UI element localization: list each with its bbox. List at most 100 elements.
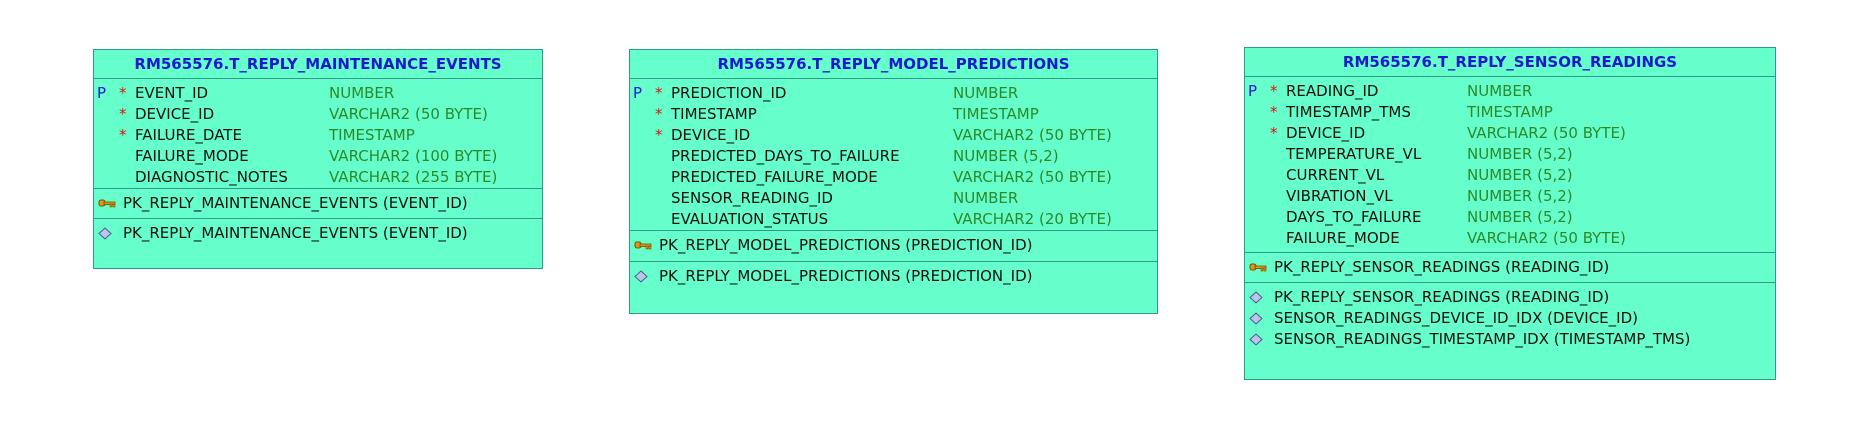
index-text: SENSOR_READINGS_TIMESTAMP_IDX (TIMESTAMP… bbox=[1274, 330, 1691, 348]
mandatory-flag: * bbox=[119, 84, 127, 102]
column-row[interactable]: * FAILURE_DATE TIMESTAMP bbox=[94, 125, 542, 146]
primary-key-flag: P bbox=[97, 84, 107, 102]
column-type: VARCHAR2 (50 BYTE) bbox=[953, 126, 1112, 144]
index-diamond-icon bbox=[1249, 312, 1263, 325]
column-name: DAYS_TO_FAILURE bbox=[1286, 208, 1422, 226]
column-row[interactable]: P * EVENT_ID NUMBER bbox=[94, 83, 542, 104]
column-row[interactable]: * DEVICE_ID VARCHAR2 (50 BYTE) bbox=[94, 104, 542, 125]
primary-key-text: PK_REPLY_MODEL_PREDICTIONS (PREDICTION_I… bbox=[659, 236, 1033, 254]
column-row[interactable]: PREDICTED_DAYS_TO_FAILURE NUMBER (5,2) bbox=[630, 146, 1157, 167]
mandatory-flag: * bbox=[119, 105, 127, 123]
index-row[interactable]: SENSOR_READINGS_TIMESTAMP_IDX (TIMESTAMP… bbox=[1245, 329, 1775, 350]
index-diamond-icon bbox=[98, 227, 112, 240]
mandatory-flag: * bbox=[1270, 82, 1278, 100]
column-name: PREDICTED_FAILURE_MODE bbox=[671, 168, 878, 186]
index-text: PK_REPLY_MODEL_PREDICTIONS (PREDICTION_I… bbox=[659, 267, 1033, 285]
column-type: VARCHAR2 (50 BYTE) bbox=[1467, 229, 1626, 247]
mandatory-flag: * bbox=[1270, 103, 1278, 121]
column-name: CURRENT_VL bbox=[1286, 166, 1385, 184]
column-name: READING_ID bbox=[1286, 82, 1379, 100]
index-row[interactable]: PK_REPLY_SENSOR_READINGS (READING_ID) bbox=[1245, 287, 1775, 308]
primary-key-flag: P bbox=[633, 84, 643, 102]
column-type: NUMBER (5,2) bbox=[1467, 187, 1573, 205]
column-name: SENSOR_READING_ID bbox=[671, 189, 833, 207]
indexes-section: PK_REPLY_MODEL_PREDICTIONS (PREDICTION_I… bbox=[630, 262, 1157, 287]
index-row[interactable]: PK_REPLY_MAINTENANCE_EVENTS (EVENT_ID) bbox=[94, 223, 542, 244]
column-type: TIMESTAMP bbox=[329, 126, 415, 144]
column-type: VARCHAR2 (50 BYTE) bbox=[953, 168, 1112, 186]
column-row[interactable]: * TIMESTAMP TIMESTAMP bbox=[630, 104, 1157, 125]
column-row[interactable]: * DEVICE_ID VARCHAR2 (50 BYTE) bbox=[1245, 123, 1775, 144]
index-diamond-icon bbox=[634, 270, 648, 283]
column-row[interactable]: TEMPERATURE_VL NUMBER (5,2) bbox=[1245, 144, 1775, 165]
key-icon bbox=[1249, 263, 1267, 272]
primary-key-flag: P bbox=[1248, 82, 1258, 100]
keys-section: PK_REPLY_SENSOR_READINGS (READING_ID) bbox=[1245, 253, 1775, 283]
columns-section: P * READING_ID NUMBER * TIMESTAMP_TMS TI… bbox=[1245, 77, 1775, 253]
column-name: DEVICE_ID bbox=[1286, 124, 1366, 142]
column-row[interactable]: PREDICTED_FAILURE_MODE VARCHAR2 (50 BYTE… bbox=[630, 167, 1157, 188]
index-row[interactable]: PK_REPLY_MODEL_PREDICTIONS (PREDICTION_I… bbox=[630, 266, 1157, 287]
mandatory-flag: * bbox=[1270, 124, 1278, 142]
column-type: NUMBER bbox=[953, 189, 1019, 207]
column-name: FAILURE_MODE bbox=[135, 147, 249, 165]
mandatory-flag: * bbox=[655, 126, 663, 144]
column-name: EVENT_ID bbox=[135, 84, 209, 102]
column-row[interactable]: P * PREDICTION_ID NUMBER bbox=[630, 83, 1157, 104]
column-name: VIBRATION_VL bbox=[1286, 187, 1393, 205]
index-row[interactable]: SENSOR_READINGS_DEVICE_ID_IDX (DEVICE_ID… bbox=[1245, 308, 1775, 329]
primary-key-row[interactable]: PK_REPLY_SENSOR_READINGS (READING_ID) bbox=[1245, 257, 1775, 278]
column-name: TIMESTAMP bbox=[671, 105, 757, 123]
column-type: TIMESTAMP bbox=[1467, 103, 1553, 121]
columns-section: P * EVENT_ID NUMBER * DEVICE_ID VARCHAR2… bbox=[94, 79, 542, 189]
column-name: DEVICE_ID bbox=[135, 105, 215, 123]
table-sensor-readings[interactable]: RM565576.T_REPLY_SENSOR_READINGS P * REA… bbox=[1244, 47, 1776, 380]
index-diamond-icon bbox=[1249, 291, 1263, 304]
column-row[interactable]: * TIMESTAMP_TMS TIMESTAMP bbox=[1245, 102, 1775, 123]
table-title: RM565576.T_REPLY_SENSOR_READINGS bbox=[1245, 48, 1775, 77]
column-row[interactable]: FAILURE_MODE VARCHAR2 (100 BYTE) bbox=[94, 146, 542, 167]
column-type: NUMBER bbox=[1467, 82, 1533, 100]
column-name: FAILURE_DATE bbox=[135, 126, 242, 144]
index-text: PK_REPLY_MAINTENANCE_EVENTS (EVENT_ID) bbox=[123, 224, 468, 242]
column-row[interactable]: * DEVICE_ID VARCHAR2 (50 BYTE) bbox=[630, 125, 1157, 146]
index-text: SENSOR_READINGS_DEVICE_ID_IDX (DEVICE_ID… bbox=[1274, 309, 1638, 327]
primary-key-row[interactable]: PK_REPLY_MAINTENANCE_EVENTS (EVENT_ID) bbox=[94, 193, 542, 214]
table-model-predictions[interactable]: RM565576.T_REPLY_MODEL_PREDICTIONS P * P… bbox=[629, 49, 1158, 314]
column-type: VARCHAR2 (50 BYTE) bbox=[329, 105, 488, 123]
indexes-section: PK_REPLY_MAINTENANCE_EVENTS (EVENT_ID) bbox=[94, 219, 542, 244]
column-name: PREDICTION_ID bbox=[671, 84, 787, 102]
column-name: FAILURE_MODE bbox=[1286, 229, 1400, 247]
mandatory-flag: * bbox=[655, 84, 663, 102]
column-row[interactable]: FAILURE_MODE VARCHAR2 (50 BYTE) bbox=[1245, 228, 1775, 249]
column-type: NUMBER (5,2) bbox=[1467, 166, 1573, 184]
column-name: DEVICE_ID bbox=[671, 126, 751, 144]
primary-key-row[interactable]: PK_REPLY_MODEL_PREDICTIONS (PREDICTION_I… bbox=[630, 235, 1157, 256]
column-type: VARCHAR2 (100 BYTE) bbox=[329, 147, 498, 165]
index-text: PK_REPLY_SENSOR_READINGS (READING_ID) bbox=[1274, 288, 1610, 306]
column-type: NUMBER (5,2) bbox=[1467, 208, 1573, 226]
key-icon bbox=[634, 241, 652, 250]
column-name: DIAGNOSTIC_NOTES bbox=[135, 168, 288, 186]
column-row[interactable]: DIAGNOSTIC_NOTES VARCHAR2 (255 BYTE) bbox=[94, 167, 542, 188]
index-diamond-icon bbox=[1249, 333, 1263, 346]
key-icon bbox=[98, 199, 116, 208]
column-type: VARCHAR2 (20 BYTE) bbox=[953, 210, 1112, 228]
column-type: NUMBER (5,2) bbox=[1467, 145, 1573, 163]
column-name: TEMPERATURE_VL bbox=[1286, 145, 1422, 163]
mandatory-flag: * bbox=[655, 105, 663, 123]
indexes-section: PK_REPLY_SENSOR_READINGS (READING_ID) SE… bbox=[1245, 283, 1775, 350]
column-row[interactable]: CURRENT_VL NUMBER (5,2) bbox=[1245, 165, 1775, 186]
column-row[interactable]: SENSOR_READING_ID NUMBER bbox=[630, 188, 1157, 209]
primary-key-text: PK_REPLY_SENSOR_READINGS (READING_ID) bbox=[1274, 258, 1610, 276]
column-row[interactable]: VIBRATION_VL NUMBER (5,2) bbox=[1245, 186, 1775, 207]
table-maintenance-events[interactable]: RM565576.T_REPLY_MAINTENANCE_EVENTS P * … bbox=[93, 49, 543, 269]
column-type: VARCHAR2 (50 BYTE) bbox=[1467, 124, 1626, 142]
column-row[interactable]: P * READING_ID NUMBER bbox=[1245, 81, 1775, 102]
table-title: RM565576.T_REPLY_MODEL_PREDICTIONS bbox=[630, 50, 1157, 79]
column-name: EVALUATION_STATUS bbox=[671, 210, 829, 228]
keys-section: PK_REPLY_MAINTENANCE_EVENTS (EVENT_ID) bbox=[94, 189, 542, 219]
column-row[interactable]: DAYS_TO_FAILURE NUMBER (5,2) bbox=[1245, 207, 1775, 228]
column-name: PREDICTED_DAYS_TO_FAILURE bbox=[671, 147, 900, 165]
column-row[interactable]: EVALUATION_STATUS VARCHAR2 (20 BYTE) bbox=[630, 209, 1157, 230]
